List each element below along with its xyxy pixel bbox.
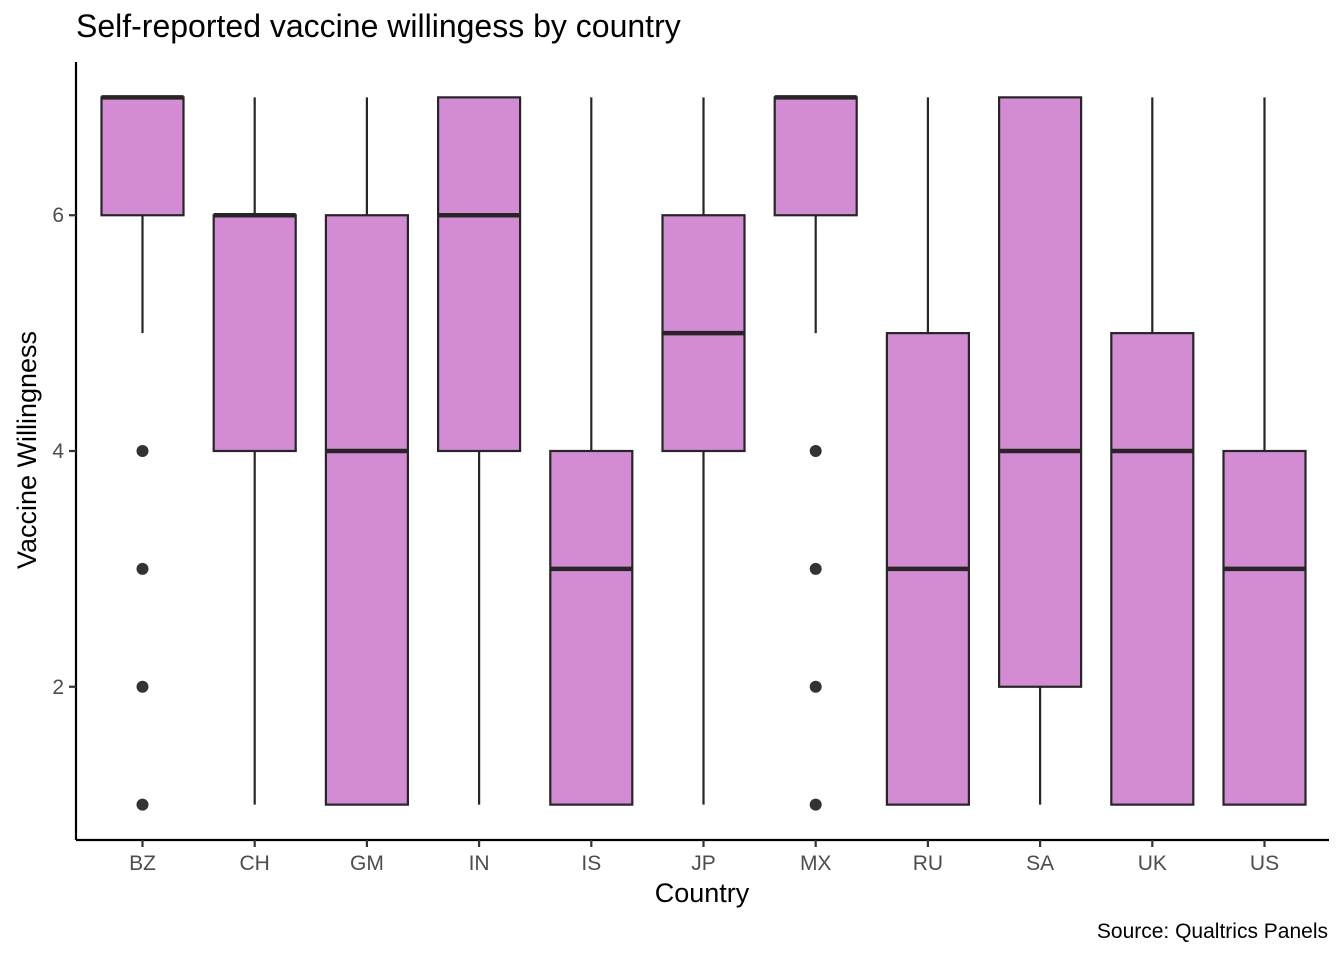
x-tick-label-jp: JP <box>691 852 716 875</box>
outlier-bz-3 <box>136 798 149 811</box>
outlier-mx-3 <box>809 798 822 811</box>
outlier-mx-2 <box>809 680 822 693</box>
outlier-bz-2 <box>136 680 149 693</box>
x-tick-label-in: IN <box>469 852 490 875</box>
box-iqr-gm <box>324 214 409 806</box>
box-uk <box>1110 97 1195 806</box>
chart-axes: 2 4 6 BZ CH GM IN IS JP MX RU SA UK US <box>52 62 1329 875</box>
chart-title: Self-reported vaccine willingess by coun… <box>76 8 681 44</box>
x-tick-label-us: US <box>1250 852 1279 875</box>
x-tick-label-sa: SA <box>1026 852 1054 875</box>
x-axis-ticks: BZ CH GM IN IS JP MX RU SA UK US <box>129 840 1279 875</box>
chart-caption: Source: Qualtrics Panels <box>1096 920 1328 943</box>
box-sa <box>997 96 1083 805</box>
y-tick-label-4: 4 <box>52 440 64 463</box>
box-iqr-us <box>1222 449 1307 806</box>
box-iqr-uk <box>1110 332 1195 806</box>
box-ch <box>212 97 297 805</box>
box-us <box>1222 97 1307 806</box>
box-iqr-sa <box>997 96 1083 688</box>
x-tick-label-ch: CH <box>240 852 270 875</box>
box-iqr-in <box>437 96 522 453</box>
box-iqr-bz <box>100 96 185 217</box>
x-tick-label-gm: GM <box>350 852 384 875</box>
x-axis-title: Country <box>655 878 750 908</box>
x-tick-label-mx: MX <box>800 852 832 875</box>
outlier-mx-0 <box>809 445 822 457</box>
box-jp <box>661 97 746 805</box>
outlier-bz-1 <box>136 562 149 575</box>
y-axis-title: Vaccine Willingness <box>12 331 42 569</box>
box-mx <box>773 95 858 811</box>
x-tick-label-ru: RU <box>913 852 943 875</box>
outlier-mx-1 <box>809 562 822 575</box>
box-ru <box>885 97 971 806</box>
y-tick-label-6: 6 <box>52 204 64 227</box>
box-bz <box>100 95 185 811</box>
chart-marks <box>100 95 1307 811</box>
outlier-bz-0 <box>136 445 149 457</box>
box-is <box>549 97 634 806</box>
box-iqr-mx <box>773 96 858 217</box>
box-in <box>437 96 522 805</box>
x-tick-label-is: IS <box>581 852 601 875</box>
box-iqr-ch <box>212 214 297 453</box>
y-axis-ticks: 2 4 6 <box>52 204 76 699</box>
box-gm <box>324 97 409 806</box>
x-tick-label-bz: BZ <box>129 852 156 875</box>
x-tick-label-uk: UK <box>1138 852 1167 875</box>
y-tick-label-2: 2 <box>52 676 64 699</box>
box-iqr-is <box>549 449 634 806</box>
